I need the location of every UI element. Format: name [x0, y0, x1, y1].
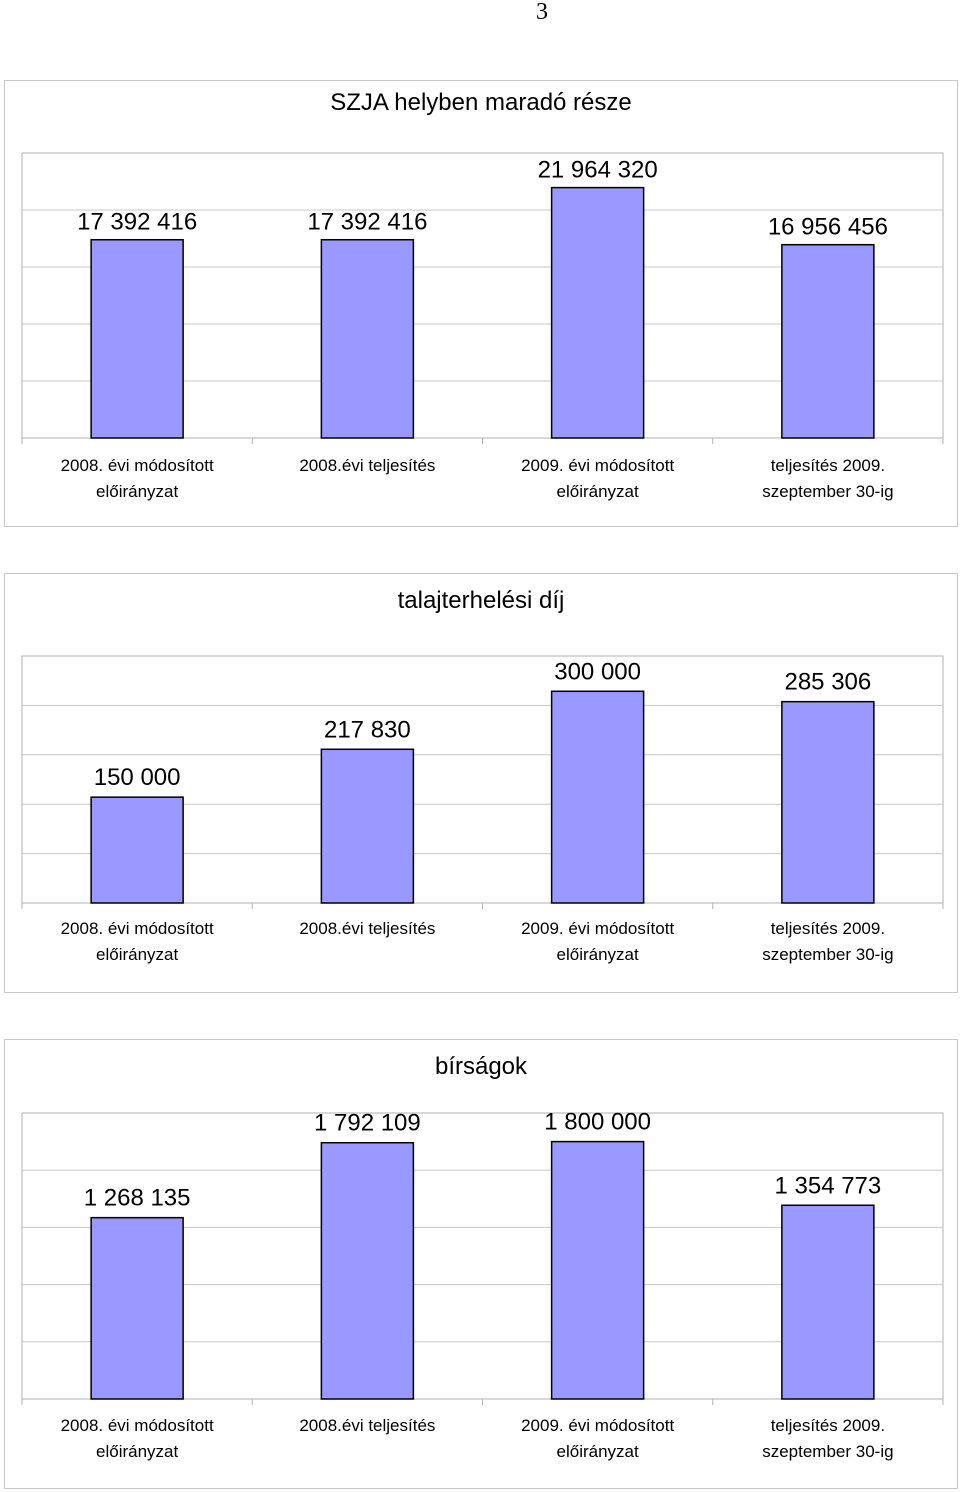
- bar: [550, 1140, 645, 1400]
- data-label: 150 000: [94, 764, 181, 791]
- bar: [781, 243, 875, 439]
- category-label: 2008. évi módosított: [61, 1416, 214, 1435]
- chart-title: bírságok: [434, 1053, 528, 1080]
- data-label: 16 956 456: [768, 214, 888, 241]
- bar: [320, 748, 415, 904]
- category-label: teljesítés 2009.: [771, 919, 885, 938]
- category-label: előirányzat: [96, 482, 178, 501]
- data-label: 300 000: [554, 658, 641, 685]
- category-label: 2008. évi módosított: [61, 919, 214, 938]
- data-label: 1 268 135: [84, 1185, 191, 1212]
- category-label: előirányzat: [557, 482, 639, 501]
- bar: [550, 690, 645, 904]
- category-label: előirányzat: [557, 945, 639, 964]
- chart-birsagok: bírságok 1 268 135 2008. évi módosított el…: [4, 1039, 958, 1489]
- data-label: 217 830: [324, 716, 411, 743]
- category-label: szeptember 30-ig: [762, 1442, 893, 1461]
- category-label: 2009. évi módosított: [521, 1416, 674, 1435]
- category-label: 2009. évi módosított: [521, 456, 674, 475]
- bar: [550, 186, 645, 439]
- data-label: 17 392 416: [77, 209, 197, 236]
- data-label: 17 392 416: [307, 209, 427, 236]
- category-label: előirányzat: [557, 1442, 639, 1461]
- data-label: 1 800 000: [544, 1109, 651, 1136]
- page-number: 3: [536, 0, 548, 25]
- category-label: 2008. évi módosított: [61, 456, 214, 475]
- category-label: teljesítés 2009.: [771, 1416, 885, 1435]
- chart-svg: 1 268 135 2008. évi módosított előirányzat…: [21, 1109, 944, 1461]
- data-label: 1 792 109: [314, 1110, 421, 1137]
- data-label: 1 354 773: [774, 1172, 881, 1199]
- chart-szja: SZJA helyben maradó része 17 392 416 2008…: [4, 80, 958, 527]
- category-label: szeptember 30-ig: [762, 482, 893, 501]
- category-label: 2008.évi teljesítés: [299, 1416, 435, 1435]
- bar: [320, 238, 415, 439]
- category-label: 2008.évi teljesítés: [299, 456, 435, 475]
- data-label: 285 306: [784, 669, 871, 696]
- bar: [320, 1141, 415, 1400]
- bar: [781, 1204, 875, 1400]
- category-label: előirányzat: [96, 1442, 178, 1461]
- data-label: 21 964 320: [538, 157, 658, 184]
- bar: [90, 1216, 184, 1400]
- chart-title: talajterhelési díj: [397, 587, 565, 614]
- chart-talajterhelesi-dij: talajterhelési díj 150 000 2008. évi módo…: [4, 573, 958, 993]
- category-label: előirányzat: [96, 945, 178, 964]
- category-label: 2008.évi teljesítés: [299, 919, 435, 938]
- bar: [90, 238, 184, 439]
- chart-title: SZJA helyben maradó része: [330, 89, 632, 116]
- category-label: teljesítés 2009.: [771, 456, 885, 475]
- chart-svg: 17 392 416 2008. évi módosított előirányza…: [21, 152, 944, 501]
- category-label: 2009. évi módosított: [521, 919, 674, 938]
- category-label: szeptember 30-ig: [762, 945, 893, 964]
- bar: [90, 796, 184, 904]
- chart-svg: 150 000 2008. évi módosított előirányzat 21…: [21, 655, 944, 964]
- bar: [781, 700, 875, 904]
